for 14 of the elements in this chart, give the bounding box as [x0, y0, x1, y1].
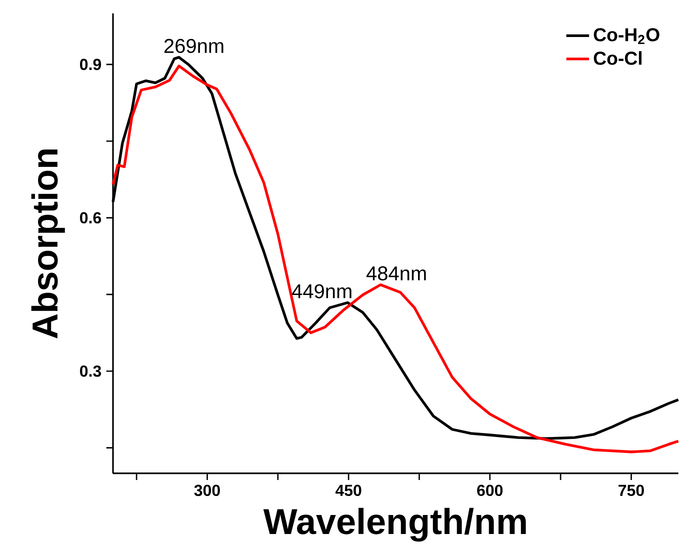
legend-label: Co-H$_{2}$O: [594, 28, 660, 44]
annotation: 484nm: [366, 266, 426, 280]
x-tick-label: 450: [335, 484, 362, 496]
x-tick-label: 750: [618, 484, 644, 496]
y-tick-label: 0.3: [80, 365, 102, 377]
legend-label: Co-Cl: [594, 51, 642, 65]
annotation: 269nm: [164, 38, 224, 54]
x-axis-title: Wavelength/nm: [263, 508, 526, 542]
x-tick-label: 600: [477, 484, 503, 496]
y-axis-title: Absorption: [31, 150, 65, 338]
y-tick-label: 0.6: [80, 212, 102, 224]
x-tick-label: 300: [194, 484, 220, 496]
annotation: 449nm: [292, 284, 352, 298]
y-tick-label: 0.9: [80, 58, 102, 70]
